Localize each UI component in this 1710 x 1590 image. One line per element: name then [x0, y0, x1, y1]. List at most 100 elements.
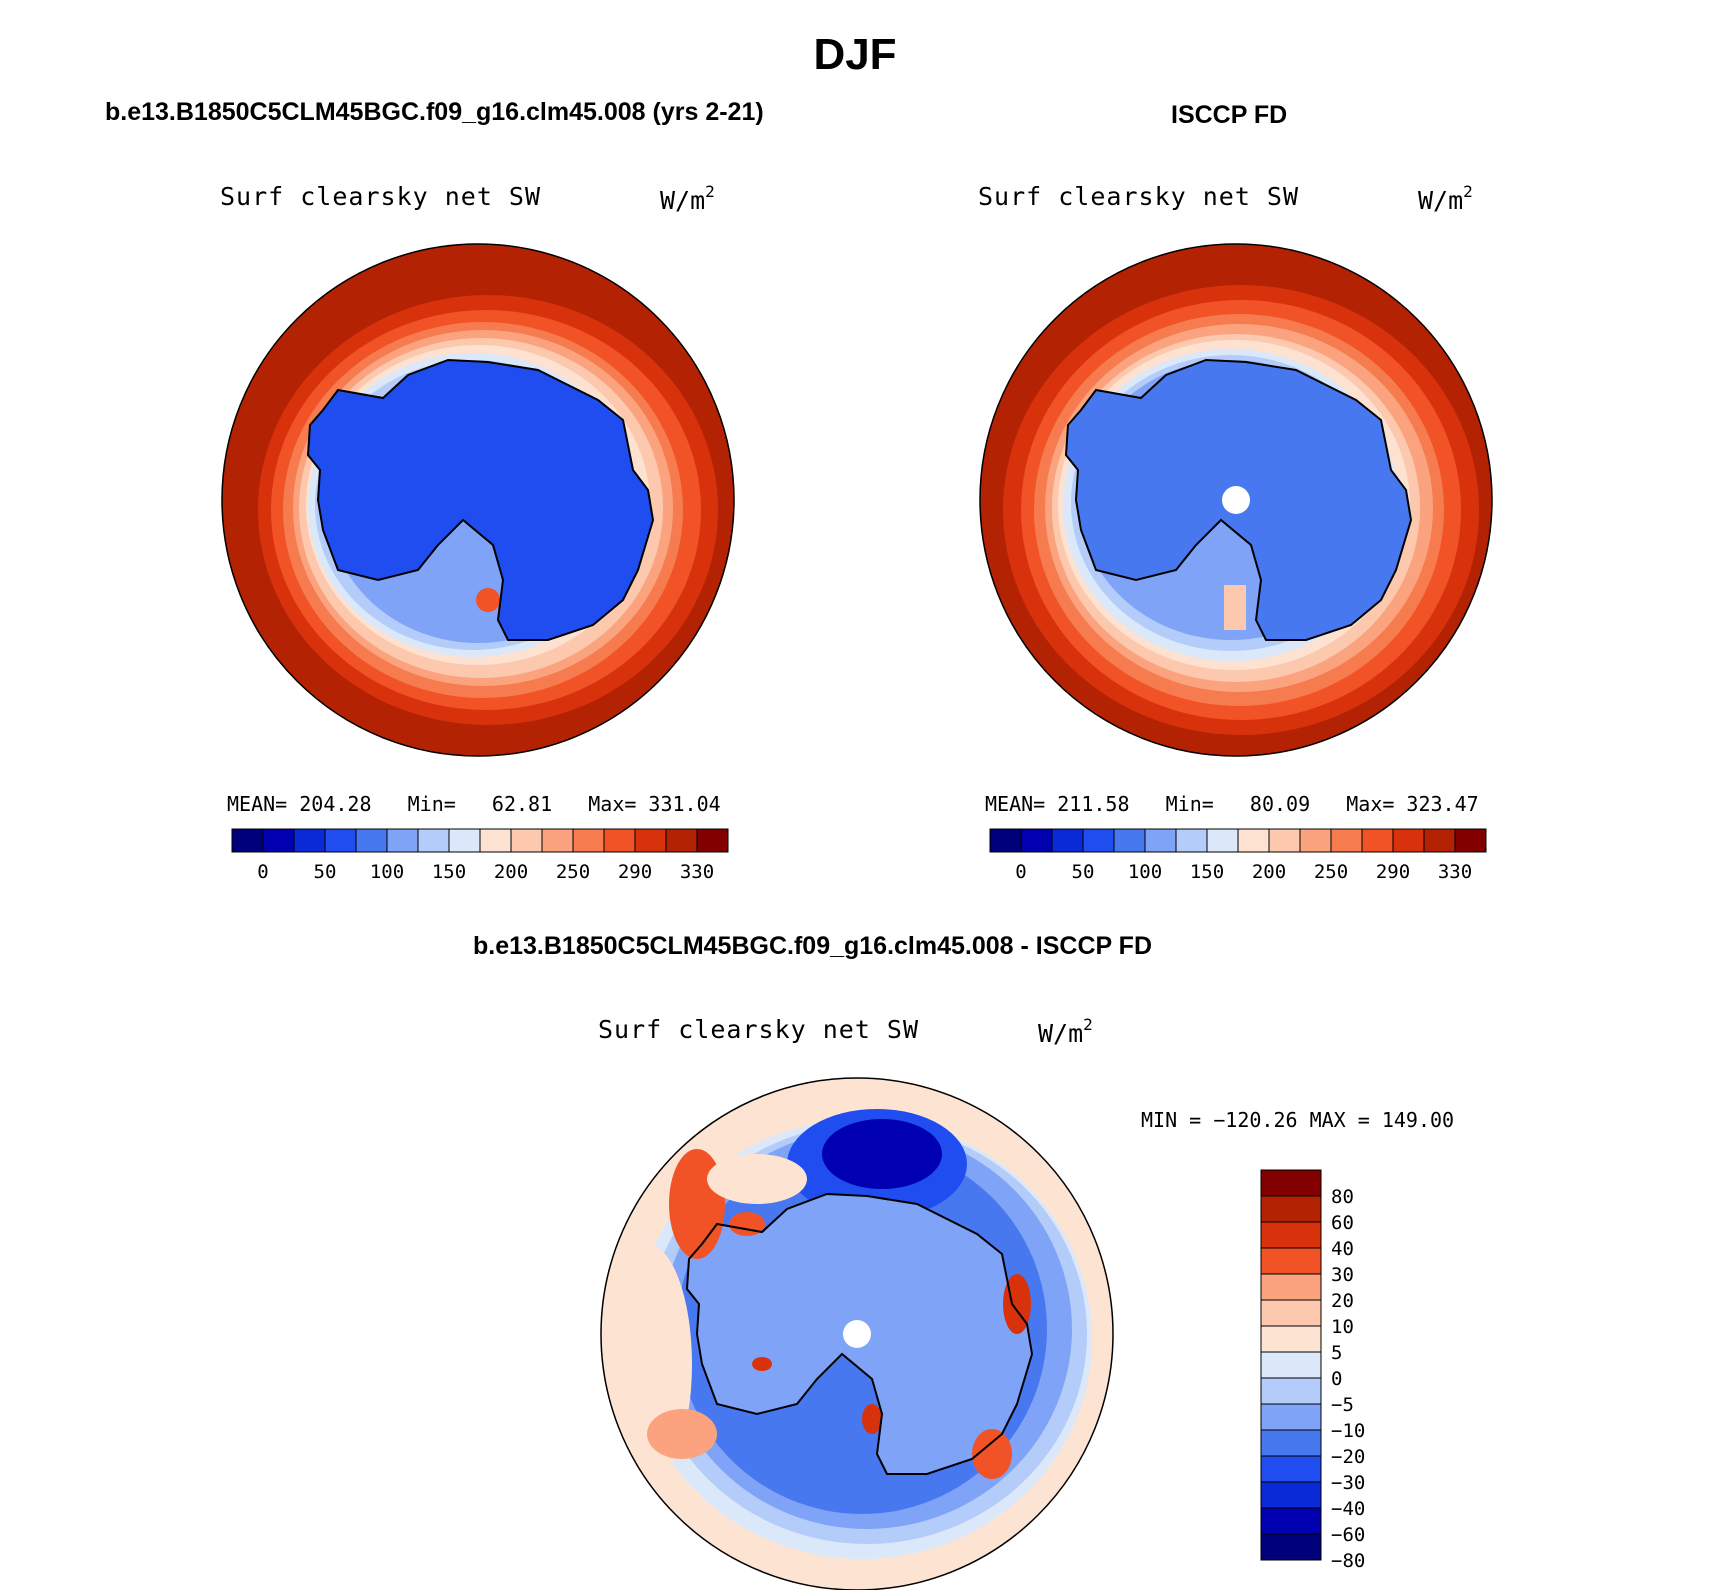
obs-colorbar-tick-label: 200	[1252, 861, 1286, 883]
model-colorbar-tick-label: 50	[314, 861, 337, 883]
diff-colorbar-swatch	[1260, 1221, 1322, 1249]
model-colorbar-swatch	[324, 828, 357, 853]
obs-colorbar-swatch	[1454, 828, 1487, 853]
diff-colorbar-tick-label: 20	[1331, 1290, 1354, 1312]
diff-colorbar-tick-label: 30	[1331, 1264, 1354, 1286]
obs-colorbar-swatch	[1206, 828, 1239, 853]
diff-colorbar-swatch	[1260, 1429, 1322, 1457]
diff-colorbar-swatch	[1260, 1481, 1322, 1509]
model-colorbar-swatch	[479, 828, 512, 853]
diff-colorbar-swatch	[1260, 1169, 1322, 1197]
model-units-label: W/m2	[660, 182, 715, 215]
obs-colorbar-swatch	[989, 828, 1022, 853]
diff-colorbar: 80 60 40 30 20 10 5 0 −5 −10 −20 −30 −40 −60 −80	[1260, 1169, 1365, 1572]
obs-colorbar-tick-label: 150	[1190, 861, 1224, 883]
diff-colorbar-tick-label: 60	[1331, 1212, 1354, 1234]
obs-colorbar: 0 50 100 150 200 250 290 330	[989, 828, 1487, 883]
model-colorbar-swatch	[417, 828, 450, 853]
model-colorbar-tick-label: 200	[494, 861, 528, 883]
model-polar-map	[222, 244, 734, 756]
diff-colorbar-tick-label: 5	[1331, 1342, 1342, 1364]
obs-colorbar-tick-label: 290	[1376, 861, 1410, 883]
diff-colorbar-swatch	[1260, 1533, 1322, 1561]
model-colorbar-swatch	[665, 828, 698, 853]
diff-colorbar-tick-label: −20	[1331, 1446, 1365, 1468]
model-colorbar-swatch	[510, 828, 543, 853]
obs-colorbar-swatch	[1299, 828, 1332, 853]
diff-colorbar-tick-label: −10	[1331, 1420, 1365, 1442]
obs-map-border	[979, 243, 1493, 757]
model-colorbar-swatch	[572, 828, 605, 853]
model-colorbar-swatch	[355, 828, 388, 853]
diff-colorbar-swatch	[1260, 1299, 1322, 1327]
model-stats: MEAN= 204.28 Min= 62.81 Max= 331.04	[227, 792, 721, 816]
diff-colorbar-swatch	[1260, 1403, 1322, 1431]
obs-colorbar-swatch	[1175, 828, 1208, 853]
obs-colorbar-swatch	[1051, 828, 1084, 853]
model-colorbar-swatch	[262, 828, 295, 853]
figure-title: DJF	[813, 30, 897, 79]
obs-colorbar-swatch	[1237, 828, 1270, 853]
model-colorbar: 0 50 100 150 200 250 290 330	[231, 828, 729, 883]
diff-polar-map	[601, 1078, 1113, 1590]
obs-polar-map	[980, 244, 1492, 756]
model-colorbar-swatch	[231, 828, 264, 853]
model-variable-label: Surf clearsky net SW	[220, 182, 542, 211]
model-colorbar-tick-label: 150	[432, 861, 466, 883]
obs-colorbar-swatch	[1392, 828, 1425, 853]
obs-colorbar-swatch	[1330, 828, 1363, 853]
model-colorbar-swatch	[541, 828, 574, 853]
model-colorbar-swatch	[634, 828, 667, 853]
diff-units-label: W/m2	[1038, 1015, 1093, 1048]
diff-colorbar-tick-label: 10	[1331, 1316, 1354, 1338]
diff-colorbar-swatch	[1260, 1377, 1322, 1405]
obs-variable-label: Surf clearsky net SW	[978, 182, 1300, 211]
obs-colorbar-swatch	[1113, 828, 1146, 853]
model-colorbar-tick-label: 290	[618, 861, 652, 883]
model-colorbar-tick-label: 0	[257, 861, 268, 883]
model-colorbar-swatch	[293, 828, 326, 853]
diff-colorbar-tick-label: −5	[1331, 1394, 1354, 1416]
obs-colorbar-swatch	[1144, 828, 1177, 853]
obs-colorbar-tick-label: 0	[1015, 861, 1026, 883]
diff-colorbar-swatch	[1260, 1351, 1322, 1379]
model-colorbar-swatch	[696, 828, 729, 853]
model-colorbar-tick-label: 100	[370, 861, 404, 883]
model-colorbar-swatch	[386, 828, 419, 853]
diff-colorbar-tick-label: 80	[1331, 1186, 1354, 1208]
model-map-border	[221, 243, 735, 757]
diff-colorbar-tick-label: −40	[1331, 1498, 1365, 1520]
obs-colorbar-swatch	[1423, 828, 1456, 853]
diff-stats: MIN = −120.26 MAX = 149.00	[1141, 1108, 1455, 1132]
diff-colorbar-tick-label: −80	[1331, 1550, 1365, 1572]
model-colorbar-swatch	[603, 828, 636, 853]
obs-stats: MEAN= 211.58 Min= 80.09 Max= 323.47	[985, 792, 1479, 816]
obs-colorbar-tick-label: 100	[1128, 861, 1162, 883]
diff-panel-title: b.e13.B1850C5CLM45BGC.f09_g16.clm45.008 …	[473, 932, 1153, 960]
obs-units-label: W/m2	[1418, 182, 1473, 215]
obs-colorbar-tick-label: 250	[1314, 861, 1348, 883]
obs-panel-title: ISCCP FD	[1171, 101, 1288, 129]
obs-colorbar-tick-label: 330	[1438, 861, 1472, 883]
diff-colorbar-tick-label: 40	[1331, 1238, 1354, 1260]
obs-colorbar-tick-label: 50	[1072, 861, 1095, 883]
obs-colorbar-swatch	[1020, 828, 1053, 853]
diff-colorbar-swatch	[1260, 1273, 1322, 1301]
diff-colorbar-swatch	[1260, 1507, 1322, 1535]
diff-colorbar-tick-label: −60	[1331, 1524, 1365, 1546]
model-colorbar-swatch	[448, 828, 481, 853]
diff-colorbar-tick-label: −30	[1331, 1472, 1365, 1494]
obs-colorbar-swatch	[1082, 828, 1115, 853]
diff-colorbar-tick-label: 0	[1331, 1368, 1342, 1390]
diff-variable-label: Surf clearsky net SW	[598, 1015, 920, 1044]
diff-colorbar-swatch	[1260, 1195, 1322, 1223]
diff-map-border	[600, 1077, 1114, 1590]
obs-colorbar-swatch	[1361, 828, 1394, 853]
model-colorbar-tick-label: 250	[556, 861, 590, 883]
diff-colorbar-swatch	[1260, 1247, 1322, 1275]
diff-colorbar-swatch	[1260, 1455, 1322, 1483]
obs-colorbar-swatch	[1268, 828, 1301, 853]
model-colorbar-tick-label: 330	[680, 861, 714, 883]
diff-colorbar-swatch	[1260, 1325, 1322, 1353]
